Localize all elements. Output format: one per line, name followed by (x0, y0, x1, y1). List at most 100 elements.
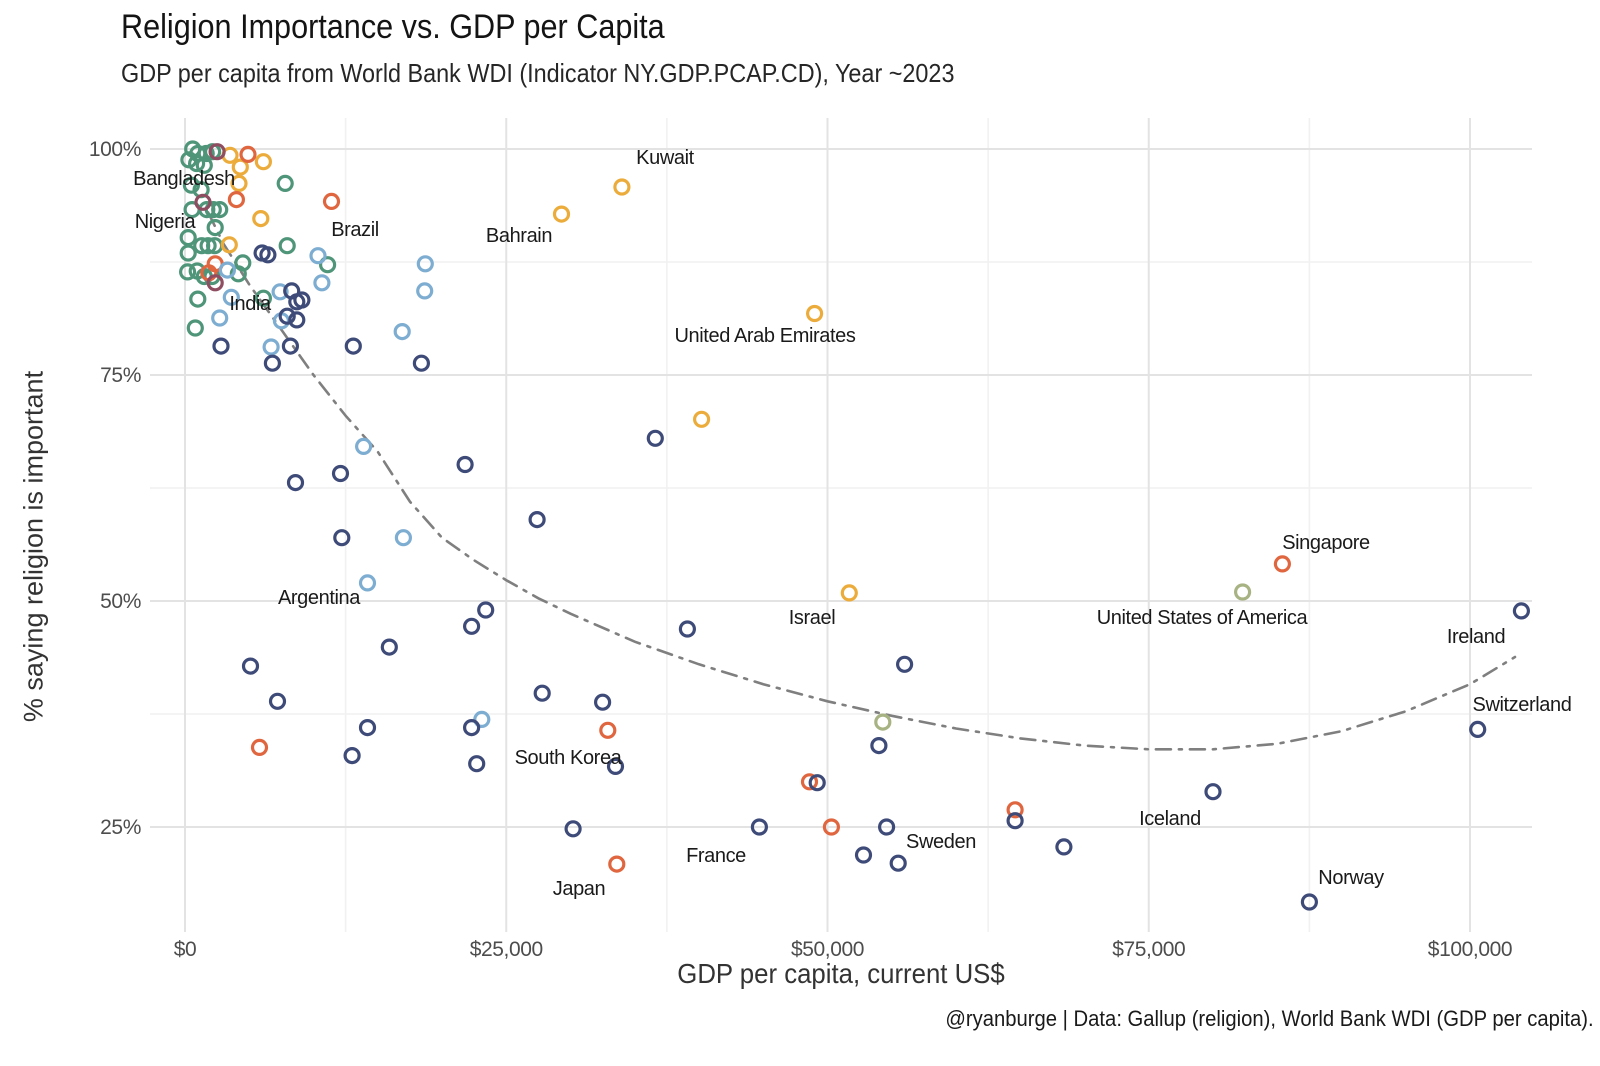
scatter-point-gold (613, 178, 631, 196)
scatter-point-green (186, 319, 204, 337)
y-tick-label: 50% (100, 590, 141, 613)
scatter-point-navy (344, 337, 362, 355)
x-tick-label: $100,000 (1428, 938, 1512, 961)
scatter-point-navy (263, 354, 281, 372)
scatter-point-gold (805, 304, 824, 323)
country-label: India (229, 293, 272, 315)
scatter-point-lightblue (309, 247, 327, 265)
scatter-point-gold (840, 584, 858, 602)
scatter-point-gold (692, 410, 711, 428)
scatter-point-gold (231, 158, 249, 176)
scatter-point-green (319, 256, 337, 274)
country-label: Singapore (1282, 532, 1370, 554)
scatter-point-lightblue (313, 274, 331, 292)
scatter-point-gold (552, 205, 571, 223)
scatter-point-navy (463, 718, 481, 737)
y-tick-label: 100% (89, 138, 141, 161)
country-label: France (686, 845, 746, 867)
scatter-point-navy (477, 601, 495, 619)
scatter-point-green (199, 237, 217, 255)
country-label: United States of America (1097, 607, 1309, 629)
scatter-point-orange (1273, 555, 1292, 573)
scatter-point-navy (606, 757, 625, 776)
x-tick-label: $50,000 (791, 938, 864, 961)
scatter-point-navy (212, 337, 230, 355)
scatter-point-navy (1006, 812, 1024, 830)
scatter-point-lightblue (271, 283, 289, 301)
scatter-point-navy (870, 736, 888, 755)
scatter-point-navy (288, 311, 306, 329)
scatter-point-lightblue (355, 437, 373, 455)
scatter-point-lightblue (416, 282, 434, 300)
scatter-point-navy (288, 293, 306, 311)
scatter-point-orange (227, 191, 245, 209)
scatter-point-orange (608, 855, 626, 873)
scatter-point-navy (895, 655, 914, 673)
scatter-point-navy (463, 617, 481, 635)
scatter-point-green (206, 219, 224, 237)
scatter-point-navy (889, 854, 907, 872)
scatter-point-maroon (194, 193, 212, 211)
x-tick-label: $0 (174, 938, 197, 961)
scatter-point-green (189, 290, 207, 308)
country-label: Bahrain (486, 225, 552, 247)
scatter-point-navy (1055, 838, 1073, 856)
scatter-point-lightblue (262, 338, 280, 356)
country-label: Sweden (906, 831, 976, 853)
scatter-point-green (278, 237, 296, 255)
source-caption: @ryanburge | Data: Gallup (religion), Wo… (945, 1006, 1594, 1031)
scatter-point-lightblue (473, 710, 491, 729)
scatter-point-navy (259, 246, 277, 264)
scatter-point-navy (1204, 783, 1222, 801)
scatter-point-lightblue (394, 529, 412, 547)
scatter-point-lightblue (358, 574, 377, 592)
scatter-point-orange (800, 773, 819, 791)
scatter-point-navy (877, 818, 896, 836)
country-label: Norway (1318, 867, 1384, 889)
scatter-point-navy (854, 846, 873, 864)
x-tick-label: $75,000 (1112, 938, 1185, 961)
scatter-point-gold (230, 174, 248, 192)
scatter-point-lightblue (393, 323, 411, 341)
x-axis-title: GDP per capita, current US$ (677, 958, 1005, 989)
scatter-point-lightblue (211, 309, 229, 327)
scatter-point-navy (343, 746, 361, 765)
scatter-point-green (234, 254, 252, 272)
scatter-point-green (254, 289, 272, 307)
scatter-point-orange (239, 145, 257, 163)
scatter-point-orange (250, 738, 269, 757)
scatter-point-navy (333, 529, 351, 547)
scatter-point-green (188, 154, 206, 173)
y-tick-label: 75% (100, 364, 141, 387)
chart-subtitle: GDP per capita from World Bank WDI (Indi… (121, 58, 955, 88)
scatter-point-navy (412, 354, 430, 372)
x-tick-label: $25,000 (470, 938, 543, 961)
scatter-point-navy (281, 337, 299, 355)
y-tick-label: 25% (100, 816, 141, 839)
scatter-point-navy (286, 474, 305, 492)
scatter-point-green (195, 156, 213, 174)
scatter-point-lightblue (222, 288, 240, 306)
scatter-point-gold (254, 153, 272, 171)
scatter-point-gold (220, 236, 238, 254)
scatter-point-orange (822, 818, 841, 836)
country-label: United Arab Emirates (675, 325, 856, 347)
country-label: South Korea (515, 747, 623, 769)
country-label: Brazil (331, 219, 379, 241)
scatter-point-navy (241, 657, 260, 675)
trend-line (206, 211, 1517, 751)
scatter-point-lightblue (218, 261, 236, 279)
scatter-point-navy (564, 820, 582, 838)
scatter-point-navy (593, 693, 612, 711)
scatter-point-green (211, 201, 229, 219)
scatter-point-navy (456, 455, 474, 474)
scatter-point-green (179, 244, 197, 262)
scatter-point-navy (750, 818, 769, 836)
scatter-point-navy (278, 307, 296, 325)
scatter-point-navy (533, 684, 551, 702)
scatter-point-navy (808, 774, 826, 792)
scatter-point-green (276, 174, 294, 192)
scatter-point-navy (331, 464, 350, 483)
scatter-point-orange (322, 192, 341, 210)
scatter-point-navy (1469, 720, 1487, 739)
